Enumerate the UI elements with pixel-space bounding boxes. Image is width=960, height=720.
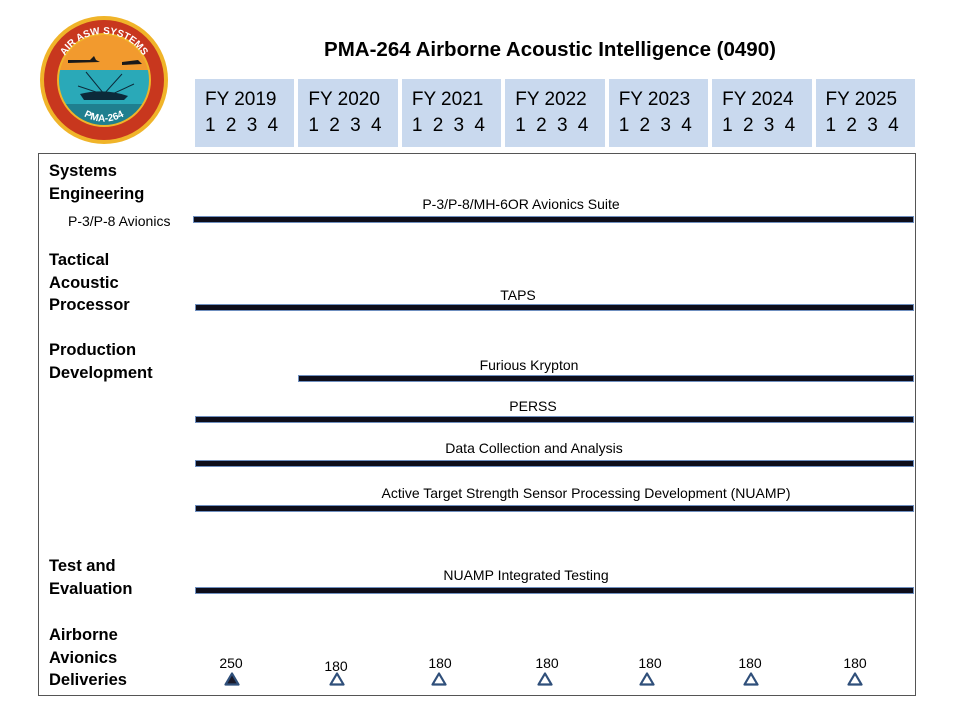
fy-header-cell: FY 2023 1 2 3 4 xyxy=(608,79,709,147)
fy-quarters: 1 2 3 4 xyxy=(411,115,485,136)
schedule-bar-perss xyxy=(195,416,914,423)
schedule-bar-avionics-suite xyxy=(193,216,914,223)
section-tactical-acoustic-processor: Tactical Acoustic Processor xyxy=(49,249,130,317)
fy-header-cell: FY 2020 1 2 3 4 xyxy=(298,79,398,147)
delivery-marker-icon xyxy=(431,672,447,686)
schedule-bar-nuamp-development xyxy=(195,505,914,512)
section-label-line: Production xyxy=(49,341,137,359)
schedule-bar-data-collection xyxy=(195,460,914,467)
section-production-development: Production Development xyxy=(49,339,153,384)
section-label-line: Development xyxy=(49,363,153,382)
fy-header-cell: FY 2019 1 2 3 4 xyxy=(195,79,295,147)
section-label-line: Systems xyxy=(49,162,117,180)
fy-label: FY 2025 xyxy=(825,89,898,110)
section-label-line: Airborne xyxy=(49,626,118,644)
bar-label-nuamp-testing: NUAMP Integrated Testing xyxy=(443,567,609,583)
bar-label-furious-krypton: Furious Krypton xyxy=(479,357,579,373)
section-label-line: Deliveries xyxy=(49,671,127,689)
delivery-marker-icon xyxy=(537,672,553,686)
delivery-marker-icon xyxy=(743,672,759,686)
section-label-line: Processor xyxy=(49,296,130,314)
delivery-count: 180 xyxy=(638,655,662,671)
section-label-line: Evaluation xyxy=(49,579,133,598)
fy-label: FY 2022 xyxy=(515,89,587,110)
bar-label-taps: TAPS xyxy=(500,287,536,303)
fy-label: FY 2019 xyxy=(205,89,277,110)
section-systems-engineering: Systems Engineering xyxy=(49,160,144,205)
fy-quarters: 1 2 3 4 xyxy=(515,115,589,136)
delivery-count: 180 xyxy=(738,655,762,671)
pma-264-logo: AIR ASW SYSTEMS PMA-264 xyxy=(40,16,168,144)
section-test-evaluation: Test and Evaluation xyxy=(49,555,132,600)
fy-quarters: 1 2 3 4 xyxy=(205,115,279,136)
section-label-line: Tactical xyxy=(49,251,110,269)
fy-label: FY 2020 xyxy=(308,89,380,110)
fy-quarters: 1 2 3 4 xyxy=(825,115,899,136)
section-label-line: Avionics xyxy=(49,648,118,667)
bar-label-avionics-suite: P-3/P-8/MH-6OR Avionics Suite xyxy=(422,196,620,212)
schedule-bar-nuamp-testing xyxy=(195,587,914,594)
schedule-bar-furious-krypton xyxy=(298,375,914,382)
section-label-line: Acoustic xyxy=(49,273,119,292)
fiscal-year-header: FY 2019 1 2 3 4 FY 2020 1 2 3 4 FY 2021 1 2… xyxy=(195,79,915,147)
fy-label: FY 2023 xyxy=(618,89,691,110)
section-label-line: Test and xyxy=(49,557,116,575)
svg-text:PMA-264: PMA-264 xyxy=(82,109,126,125)
bar-label-data-collection: Data Collection and Analysis xyxy=(445,440,623,456)
delivery-marker-filled-icon xyxy=(224,672,240,686)
fy-quarters: 1 2 3 4 xyxy=(308,115,382,136)
fy-header-cell: FY 2025 1 2 3 4 xyxy=(815,79,915,147)
delivery-count: 250 xyxy=(219,655,243,671)
section-label-line: Engineering xyxy=(49,184,145,203)
bar-label-nuamp-development: Active Target Strength Sensor Processing… xyxy=(381,485,791,501)
schedule-frame xyxy=(38,153,916,696)
logo-bottom-text: PMA-264 xyxy=(82,109,126,125)
fy-label: FY 2024 xyxy=(722,89,794,110)
delivery-count: 180 xyxy=(843,655,867,671)
page-title: PMA-264 Airborne Acoustic Intelligence (… xyxy=(324,38,776,61)
avionics-sublabel: P-3/P-8 Avionics xyxy=(68,213,171,229)
fy-header-cell: FY 2024 1 2 3 4 xyxy=(712,79,812,147)
bar-label-perss: PERSS xyxy=(509,398,557,414)
section-airborne-avionics-deliveries: Airborne Avionics Deliveries xyxy=(49,624,127,692)
delivery-marker-icon xyxy=(329,672,345,686)
delivery-count: 180 xyxy=(428,655,452,671)
delivery-marker-icon xyxy=(639,672,655,686)
schedule-bar-taps xyxy=(195,304,914,311)
fy-header-cell: FY 2022 1 2 3 4 xyxy=(505,79,605,147)
delivery-marker-icon xyxy=(847,672,863,686)
fy-header-cell: FY 2021 1 2 3 4 xyxy=(401,79,502,147)
delivery-count: 180 xyxy=(535,655,559,671)
fy-quarters: 1 2 3 4 xyxy=(618,115,692,136)
fy-label: FY 2021 xyxy=(411,89,484,110)
fy-quarters: 1 2 3 4 xyxy=(722,115,796,136)
delivery-count: 180 xyxy=(324,658,348,674)
